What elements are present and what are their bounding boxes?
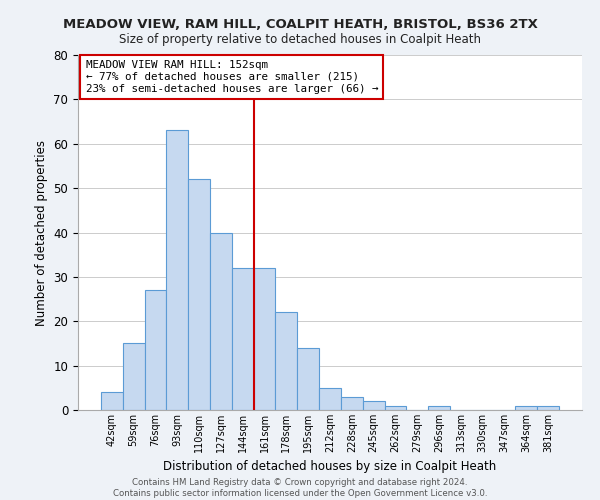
Bar <box>275 312 297 410</box>
Bar <box>188 180 210 410</box>
Bar <box>363 401 385 410</box>
Bar <box>101 392 123 410</box>
Y-axis label: Number of detached properties: Number of detached properties <box>35 140 48 326</box>
Bar <box>515 406 537 410</box>
Bar <box>297 348 319 410</box>
Bar <box>166 130 188 410</box>
Text: Size of property relative to detached houses in Coalpit Heath: Size of property relative to detached ho… <box>119 32 481 46</box>
Bar <box>123 344 145 410</box>
X-axis label: Distribution of detached houses by size in Coalpit Heath: Distribution of detached houses by size … <box>163 460 497 473</box>
Text: MEADOW VIEW RAM HILL: 152sqm
← 77% of detached houses are smaller (215)
23% of s: MEADOW VIEW RAM HILL: 152sqm ← 77% of de… <box>86 60 378 94</box>
Bar <box>319 388 341 410</box>
Bar <box>232 268 254 410</box>
Bar <box>428 406 450 410</box>
Text: Contains HM Land Registry data © Crown copyright and database right 2024.
Contai: Contains HM Land Registry data © Crown c… <box>113 478 487 498</box>
Bar <box>537 406 559 410</box>
Bar <box>385 406 406 410</box>
Bar <box>254 268 275 410</box>
Bar <box>145 290 166 410</box>
Text: MEADOW VIEW, RAM HILL, COALPIT HEATH, BRISTOL, BS36 2TX: MEADOW VIEW, RAM HILL, COALPIT HEATH, BR… <box>62 18 538 30</box>
Bar <box>341 396 363 410</box>
Bar <box>210 232 232 410</box>
